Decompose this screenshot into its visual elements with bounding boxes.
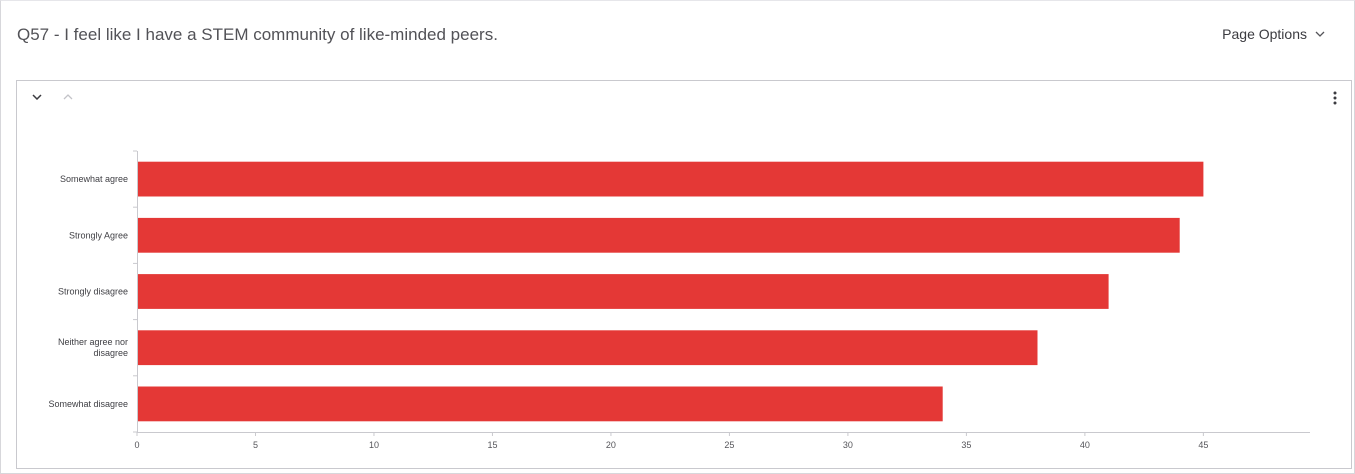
- bar: [137, 330, 1038, 366]
- more-vertical-icon: [1333, 91, 1337, 105]
- page-options-label: Page Options: [1222, 26, 1307, 42]
- expand-button[interactable]: [61, 90, 75, 104]
- card-controls: [30, 90, 75, 104]
- x-tick-label: 20: [606, 440, 616, 450]
- bar: [137, 217, 1180, 253]
- category-label-line: Somewhat agree: [60, 174, 128, 184]
- page-title: Q57 - I feel like I have a STEM communit…: [17, 25, 498, 44]
- x-tick-label: 45: [1198, 440, 1208, 450]
- x-tick-label: 0: [134, 440, 139, 450]
- collapse-button[interactable]: [30, 90, 44, 104]
- x-tick-label: 25: [724, 440, 734, 450]
- category-label: Strongly disagree: [58, 287, 128, 297]
- bar: [137, 386, 943, 422]
- chevron-down-icon: [1315, 31, 1325, 37]
- category-label: Strongly Agree: [69, 230, 128, 240]
- category-label-line: disagree: [93, 348, 128, 358]
- category-label-line: Somewhat disagree: [48, 399, 128, 409]
- x-tick-label: 15: [487, 440, 497, 450]
- category-label: Somewhat disagree: [48, 399, 128, 409]
- bar: [137, 161, 1204, 197]
- category-label: Neither agree nor disagree: [58, 337, 128, 358]
- x-tick-label: 10: [369, 440, 379, 450]
- card-menu-button[interactable]: [1329, 89, 1341, 107]
- page-options-button[interactable]: Page Options: [1222, 26, 1325, 42]
- category-label-line: Strongly Agree: [69, 230, 128, 240]
- bar: [137, 274, 1109, 309]
- category-label-line: Neither agree nor: [58, 337, 128, 347]
- x-tick-label: 30: [843, 440, 853, 450]
- page-header: Q57 - I feel like I have a STEM communit…: [17, 22, 1335, 52]
- chevron-up-icon: [63, 94, 73, 100]
- bar-chart: Somewhat agree Strongly Agree Strongly dis…: [48, 150, 1310, 450]
- x-tick-label: 40: [1080, 440, 1090, 450]
- category-label-line: Strongly disagree: [58, 287, 128, 297]
- x-tick-label: 35: [961, 440, 971, 450]
- x-tick-label: 5: [253, 440, 258, 450]
- chart-card: Somewhat agree Strongly Agree Strongly dis…: [16, 80, 1352, 469]
- chevron-down-icon: [32, 94, 42, 100]
- category-label: Somewhat agree: [60, 174, 128, 184]
